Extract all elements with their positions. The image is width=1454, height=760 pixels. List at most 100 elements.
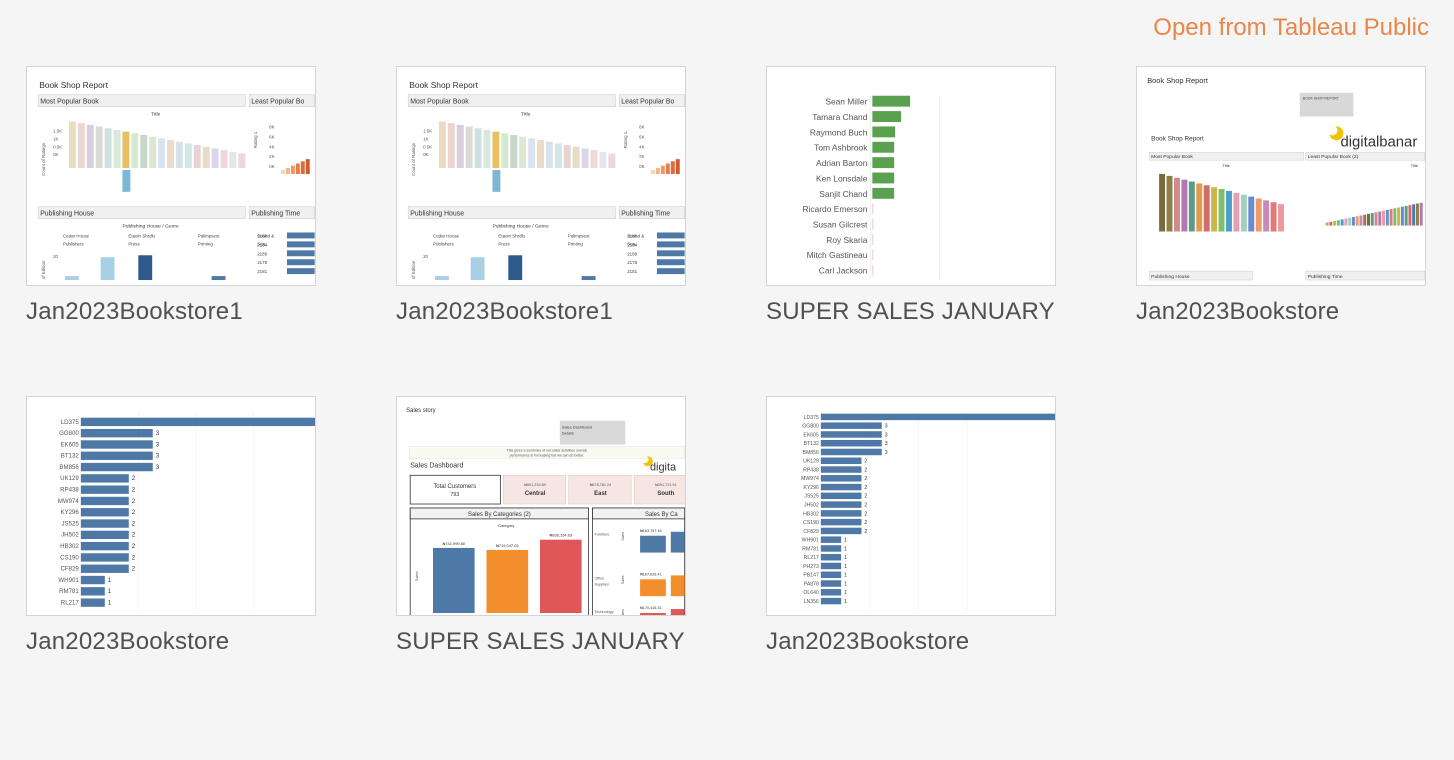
most-popular-label: Most Popular Book: [1151, 154, 1193, 160]
workbook-thumbnail[interactable]: Sales story Sales Dashboard Details This gi…: [396, 396, 686, 616]
workbook-card[interactable]: Sean Miller Tamara Chand Raymond Buch Tom A…: [766, 66, 1058, 326]
row-code: JH502: [804, 502, 819, 508]
workbook-thumbnail[interactable]: Book Shop Report Most Popular Book Least P…: [26, 66, 316, 286]
bar: [670, 575, 685, 597]
workbook-thumbnail[interactable]: LD375 GG800 3 EK605 3 BT132 3 BM856 3 UK129 2 RP438…: [766, 396, 1056, 616]
kpi-label: Central: [525, 491, 546, 497]
workbook-thumbnail[interactable]: Book Shop Report Most Popular Book Least P…: [396, 66, 686, 286]
banana-logo-icon: [643, 456, 653, 467]
bar: [1188, 181, 1195, 232]
bar: [563, 145, 571, 169]
workbook-card[interactable]: Sales story Sales Dashboard Details This gi…: [396, 396, 688, 656]
workbook-card[interactable]: Book Shop Report BOOK SHOP REPORT Book Sho…: [1136, 66, 1428, 326]
workbook-title[interactable]: Jan2023Bookstore1: [26, 298, 243, 325]
y-tick: 0K: [423, 152, 428, 157]
bar-value-label: 2: [132, 566, 136, 573]
bar: [590, 150, 598, 169]
bar-value-label: 1: [108, 577, 112, 584]
bar-value-label: 3: [885, 432, 888, 438]
bar: [820, 580, 842, 587]
customer-name: Ken Lonsdale: [816, 173, 868, 183]
panel-header: [1148, 151, 1305, 161]
workbook-title[interactable]: Jan2023Bookstore: [1136, 298, 1340, 325]
workbook-card[interactable]: LD375 GG800 3 EK605 3 BT132 3 BM856 3 UK129 2 RP438…: [766, 396, 1058, 656]
workbook-title[interactable]: SUPER SALES JANUARY: [766, 298, 1055, 325]
genre-axis-label: Publishing House / Genre: [492, 224, 549, 230]
workbook-title[interactable]: Jan2023Bookstore1: [396, 298, 613, 325]
kpi-label: Total Customers: [433, 484, 476, 490]
bar: [80, 451, 153, 460]
row-code: PH273: [803, 564, 819, 570]
kpi-box: [568, 475, 632, 505]
row-code: GG800: [59, 430, 79, 437]
workbook-card[interactable]: LD375 GG800 3 EK605 3 BT132 3 BM856 3 UK129 2 RP438…: [26, 396, 318, 656]
bar: [820, 439, 882, 447]
bar: [211, 148, 219, 169]
open-from-tableau-public-link[interactable]: Open from Tableau Public: [1153, 14, 1429, 41]
y-tick: 1.5K: [53, 128, 62, 133]
publisher-label: Sound &: [257, 233, 274, 238]
bar-value-label: 3: [885, 441, 888, 447]
bar: [1325, 222, 1329, 226]
customer-name: Raymond Buch: [810, 127, 868, 137]
r-tick: 4K: [639, 144, 644, 149]
bar: [1255, 198, 1262, 232]
r-tick: 6K: [269, 134, 274, 139]
publishing-time-label: Publishing Time: [621, 211, 670, 218]
bar: [572, 146, 580, 169]
bar: [77, 123, 85, 169]
bar: [519, 136, 527, 169]
row-code: CF829: [60, 566, 79, 573]
workbook-card[interactable]: Book Shop Report Most Popular Book Least P…: [26, 66, 318, 326]
customer-bar-chart-thumbnail: Sean Miller Tamara Chand Raymond Buch Tom A…: [802, 94, 941, 280]
bar: [872, 203, 874, 215]
workbook-thumbnail[interactable]: LD375 GG800 3 EK605 3 BT132 3 BM856 3 UK129 2 RP438…: [26, 396, 316, 616]
bar: [122, 131, 130, 169]
right-row-label: Technology: [595, 610, 614, 614]
bar-value-label: 2: [864, 485, 867, 491]
publisher-label: Sound &: [627, 233, 644, 238]
bar-value-label: ₦719,047.03: [496, 543, 519, 548]
row-code: RL217: [61, 599, 80, 606]
workbook-thumbnail[interactable]: Book Shop Report BOOK SHOP REPORT Book Sho…: [1136, 66, 1426, 286]
bar: [80, 598, 105, 607]
workbook-card[interactable]: Book Shop Report Most Popular Book Least P…: [396, 66, 688, 326]
workbook-title[interactable]: Jan2023Bookstore: [26, 628, 230, 655]
panel-header: [37, 206, 246, 219]
bar: [1340, 219, 1344, 226]
bar: [675, 159, 680, 175]
bar: [167, 140, 174, 169]
row-code: WH901: [58, 577, 79, 584]
publisher-label: Etaoin Shrdlu: [128, 233, 155, 238]
bar: [820, 422, 882, 429]
bar: [113, 129, 121, 169]
workbook-title[interactable]: SUPER SALES JANUARY: [396, 628, 685, 655]
row-code: CF829: [803, 529, 819, 535]
bar: [486, 549, 529, 614]
report-title: Book Shop Report: [39, 80, 108, 90]
bar: [80, 417, 315, 427]
bar-value-label: 2: [132, 487, 136, 494]
workbook-thumbnail[interactable]: Sean Miller Tamara Chand Raymond Buch Tom A…: [766, 66, 1056, 286]
panel-header: [1305, 270, 1425, 281]
row-code: LN356: [804, 599, 819, 605]
publishing-time-label: Publishing Time: [1308, 274, 1343, 280]
workbook-title[interactable]: Jan2023Bookstore: [766, 628, 970, 655]
publishing-time-label: Publishing Time: [251, 211, 300, 218]
bar: [483, 129, 491, 169]
time-label: 2181: [627, 269, 637, 274]
bar-value-label: 2: [864, 502, 867, 508]
time-label: 2180: [257, 233, 267, 238]
bar: [193, 145, 201, 169]
bar: [1233, 192, 1240, 232]
row-code: BT132: [61, 453, 80, 460]
customer-name: Adrian Barton: [816, 158, 868, 168]
bar: [872, 141, 895, 153]
bar: [820, 475, 862, 482]
bar-value-label: 2: [132, 554, 136, 561]
bar: [131, 133, 139, 169]
row-code: PA878: [804, 581, 819, 587]
publishing-house-label: Publishing House: [1151, 274, 1190, 280]
bar: [650, 170, 655, 175]
count-axis-label: Count of Ratings: [411, 142, 416, 176]
